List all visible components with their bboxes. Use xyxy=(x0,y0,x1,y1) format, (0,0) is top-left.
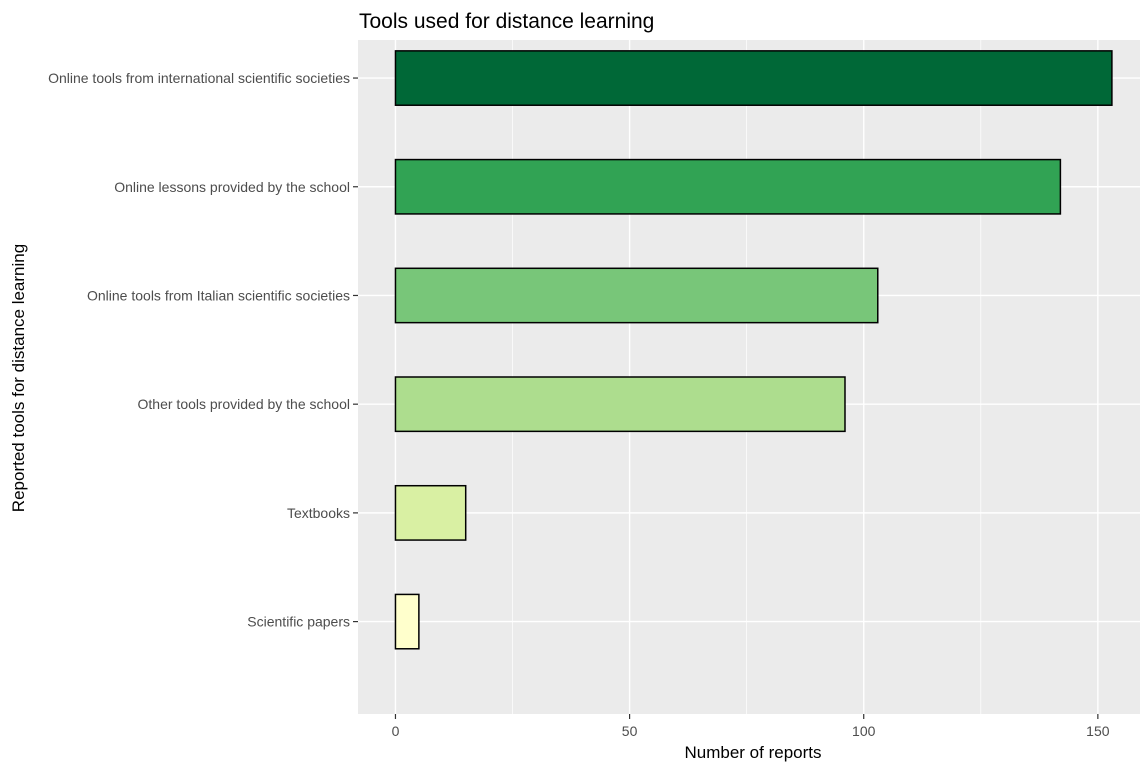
bar xyxy=(394,376,846,433)
bar xyxy=(394,158,1062,215)
bar xyxy=(394,50,1113,106)
y-tick-label: Online tools from Italian scientific soc… xyxy=(87,287,350,303)
y-axis-title: Reported tools for distance learning xyxy=(9,244,28,512)
x-tick-label: 50 xyxy=(622,723,638,739)
x-tick-label: 100 xyxy=(852,723,876,739)
bar xyxy=(394,484,467,541)
bar xyxy=(394,593,420,650)
y-tick-label: Textbooks xyxy=(287,505,350,521)
y-tick-label: Online lessons provided by the school xyxy=(114,179,350,195)
y-tick-label: Scientific papers xyxy=(247,614,350,630)
y-tick-label: Online tools from international scientif… xyxy=(48,70,350,86)
x-axis-title: Number of reports xyxy=(685,743,822,762)
bar xyxy=(394,267,879,324)
y-tick-label: Other tools provided by the school xyxy=(138,396,350,412)
bars xyxy=(394,50,1113,650)
x-tick-label: 0 xyxy=(392,723,400,739)
chart-title: Tools used for distance learning xyxy=(359,10,654,33)
x-axis: 0 50 100 150 xyxy=(392,714,1110,739)
y-axis: Online tools from international scientif… xyxy=(48,70,358,630)
x-tick-label: 150 xyxy=(1086,723,1110,739)
